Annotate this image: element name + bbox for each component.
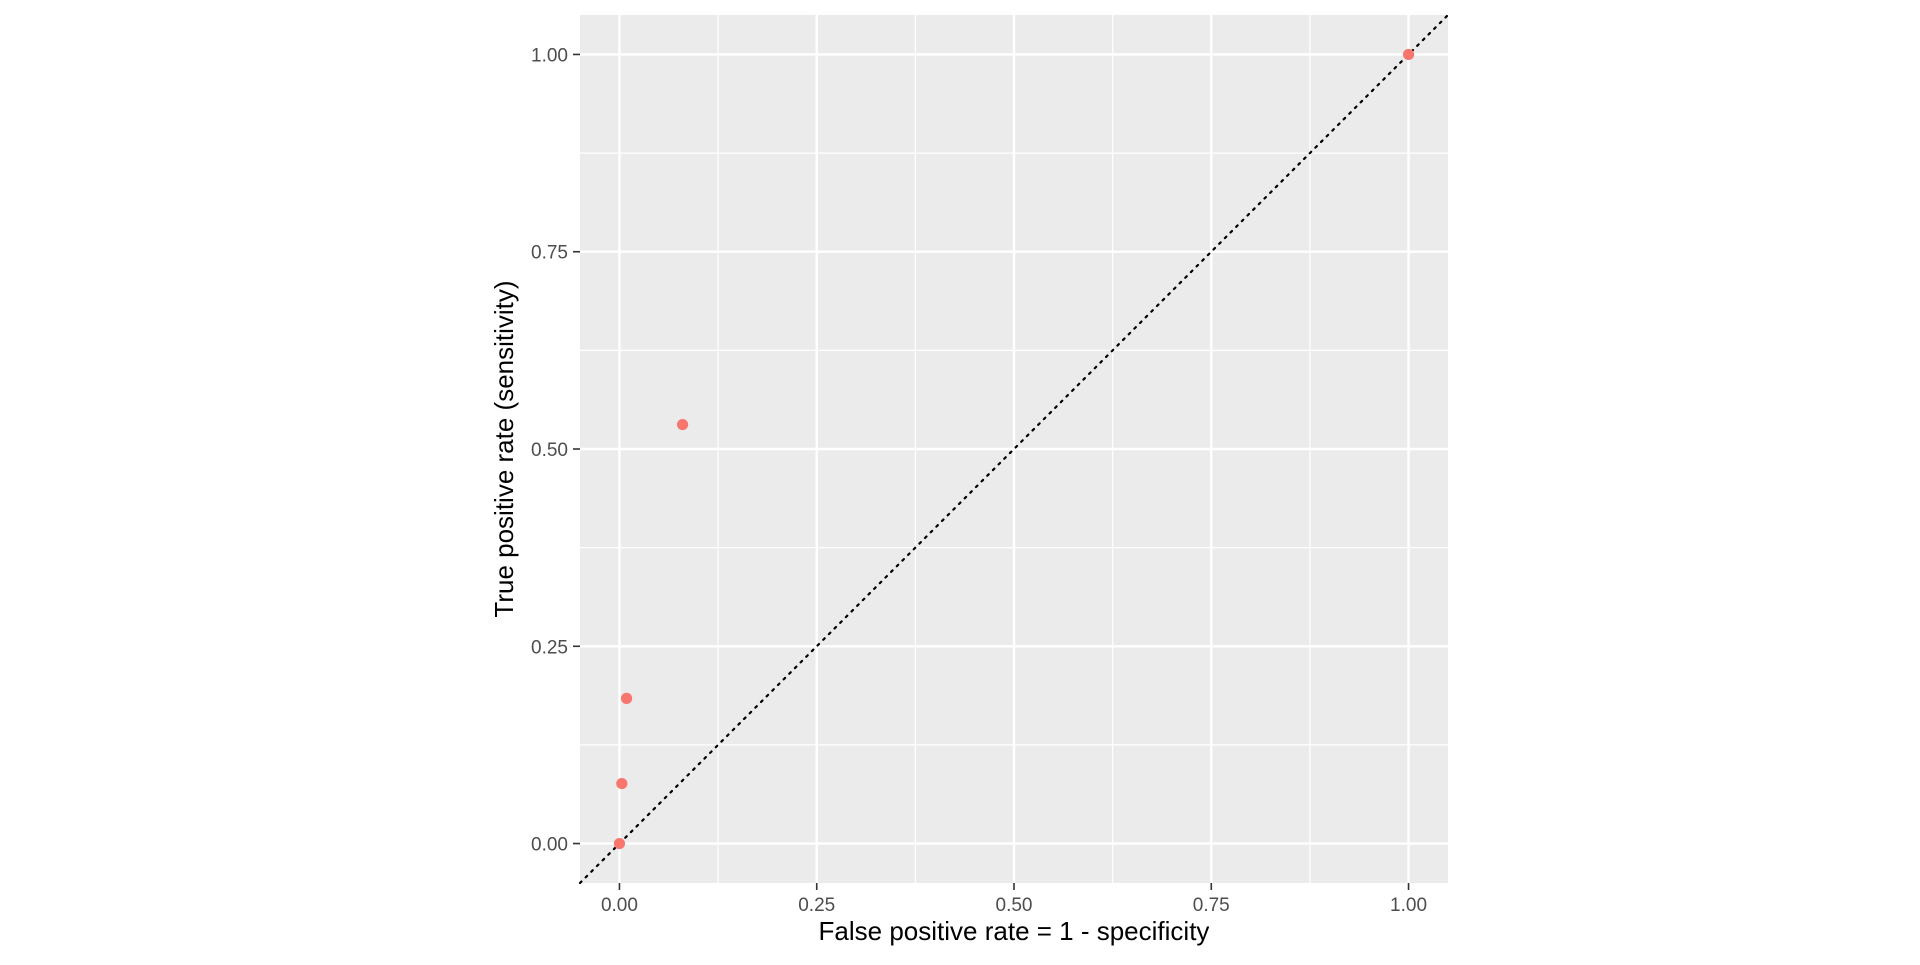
y-axis-title: True positive rate (sensitivity) [489,280,519,617]
major-gridlines [580,15,1448,883]
data-point [613,837,626,850]
y-tick-label: 0.50 [531,440,568,461]
y-tick-label: 0.00 [531,835,568,856]
data-point [616,777,628,790]
x-tick-label: 1.00 [1390,895,1427,916]
x-axis-title: False positive rate = 1 - specificity [819,916,1210,946]
data-points [613,48,1415,850]
y-axis-ticks: 0.00 0.25 0.50 0.75 1.00 [531,45,580,856]
reference-diagonal-line [578,13,1450,885]
data-point [1402,48,1415,61]
x-tick-label: 0.25 [798,895,835,916]
x-tick-label: 0.50 [996,895,1033,916]
y-tick-label: 0.75 [531,243,568,264]
data-point [676,418,689,431]
x-axis-ticks: 0.00 0.25 0.50 0.75 1.00 [601,883,1427,916]
x-tick-label: 0.00 [601,895,638,916]
y-tick-label: 1.00 [531,45,568,66]
y-tick-label: 0.25 [531,637,568,658]
x-tick-label: 0.75 [1193,895,1230,916]
data-point [620,692,633,704]
